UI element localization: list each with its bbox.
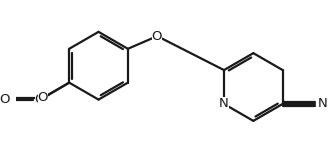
- Text: N: N: [318, 97, 328, 110]
- Text: O: O: [38, 91, 48, 104]
- Text: O: O: [35, 93, 45, 106]
- Text: N: N: [219, 97, 229, 110]
- Text: O: O: [151, 30, 162, 43]
- Text: O: O: [0, 93, 10, 106]
